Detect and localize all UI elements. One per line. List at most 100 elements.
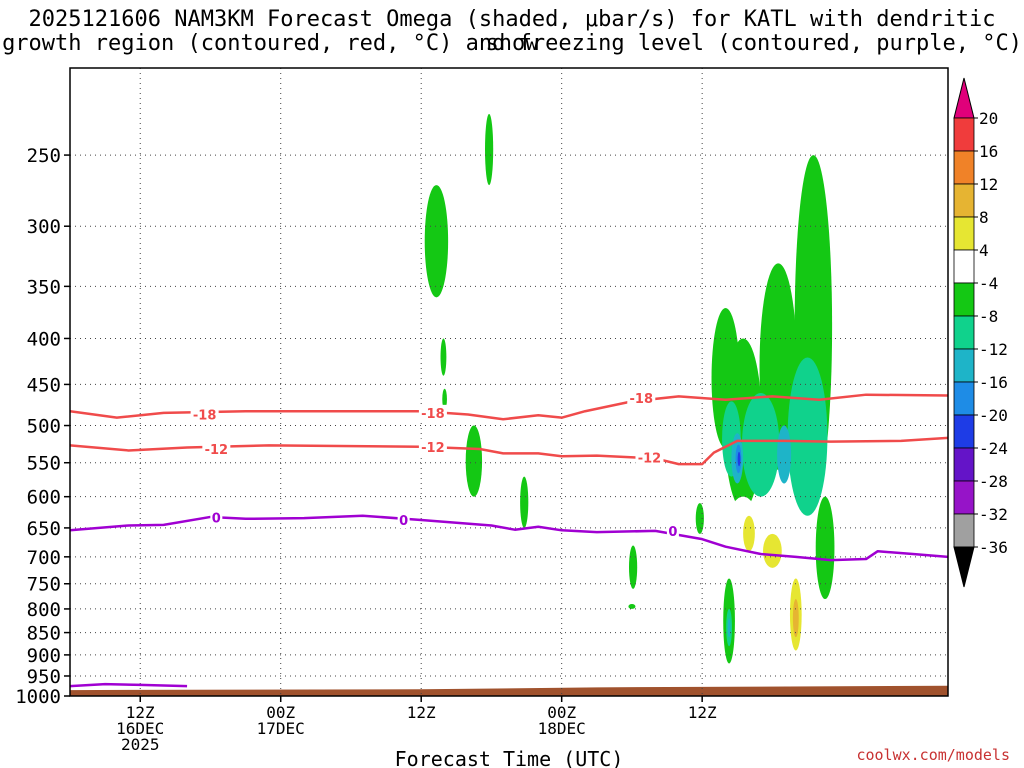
colorbar-segment-0 <box>953 117 975 152</box>
omega-region-21 <box>815 496 835 600</box>
contour-label-bg-4 <box>418 438 447 455</box>
chart-title-line1: 2025121606 NAM3KM Forecast Omega (shaded… <box>28 7 996 56</box>
contour-line-3 <box>70 682 188 688</box>
ytick-label-900: 900 <box>27 645 61 667</box>
colorbar-label-0: 20 <box>979 109 998 128</box>
omega-region-15 <box>741 392 780 497</box>
colorbar-segment-8 <box>953 381 975 416</box>
xtick-label-6-0: 12Z <box>126 703 155 722</box>
omega-region-33 <box>712 648 716 653</box>
contour-label-1: -18 <box>421 407 445 422</box>
omega-region-8 <box>478 599 486 647</box>
contour-label-8: 0 <box>668 525 677 540</box>
colorbar: 20 16 12 8 4 -4 -8 -12 -16 -20 -24 -28 -32 -36 <box>953 77 1008 588</box>
colorbar-segment-10 <box>953 447 975 482</box>
omega-region-28 <box>796 608 830 681</box>
omega-region-5 <box>520 476 529 528</box>
colorbar-segment-9 <box>953 414 975 449</box>
omega-region-18 <box>777 425 792 484</box>
plot-frame <box>69 67 949 697</box>
contour-label-bg-2 <box>627 390 656 407</box>
omega-region-1 <box>440 338 447 376</box>
colorbar-segment-5 <box>953 282 975 317</box>
ytick-label-700: 700 <box>27 547 61 569</box>
ytick-label-450: 450 <box>27 374 61 396</box>
colorbar-label-11: -28 <box>979 472 1008 491</box>
ytick-label-300: 300 <box>27 216 61 238</box>
ytick-label-550: 550 <box>27 453 61 475</box>
colorbar-segment-4 <box>953 249 975 284</box>
colorbar-label-7: -12 <box>979 340 1008 359</box>
contour-line-1 <box>70 436 948 466</box>
contour-label-bg-1 <box>418 404 447 421</box>
colorbar-segment-7 <box>953 348 975 383</box>
contour-label-7: 0 <box>399 514 408 529</box>
ytick-label-650: 650 <box>27 518 61 540</box>
terrain-fill <box>70 685 948 696</box>
xtick-label-54-0: 12Z <box>688 703 717 722</box>
ytick-label-800: 800 <box>27 599 61 621</box>
omega-region-32 <box>792 599 799 638</box>
contour-label-bg-3 <box>202 441 231 458</box>
ytick-label-250: 250 <box>27 145 61 167</box>
credit-text: coolwx.com/models <box>856 746 1010 764</box>
colorbar-segment-1 <box>953 150 975 185</box>
omega-region-30 <box>763 533 782 568</box>
omega-region-9 <box>695 503 704 534</box>
contour-label-bg-6 <box>210 509 223 526</box>
ytick-label-1000: 1000 <box>15 686 61 708</box>
colorbar-segment-6 <box>953 315 975 350</box>
colorbar-segment-3 <box>953 216 975 251</box>
colorbar-top-arrow <box>953 77 975 119</box>
omega-region-7 <box>628 604 636 609</box>
colorbar-label-9: -20 <box>979 406 1008 425</box>
omega-region-6 <box>628 545 638 589</box>
colorbar-segment-2 <box>953 183 975 218</box>
contour-label-5: -12 <box>638 452 662 467</box>
colorbar-label-10: -24 <box>979 439 1008 458</box>
colorbar-label-3: 8 <box>979 208 989 227</box>
xtick-label-42-1: 18DEC <box>538 719 586 738</box>
omega-region-0 <box>424 185 449 298</box>
ytick-label-750: 750 <box>27 574 61 596</box>
contour-label-bg-0 <box>190 406 219 423</box>
contour-label-3: -12 <box>205 443 229 458</box>
colorbar-label-5: -4 <box>979 274 998 293</box>
ytick-label-400: 400 <box>27 328 61 350</box>
xtick-label-6-2: 2025 <box>121 735 160 754</box>
contour-label-bg-7 <box>397 512 410 529</box>
x-axis-title: Forecast Time (UTC) <box>395 747 624 768</box>
omega-region-2 <box>442 388 447 410</box>
xtick-label-18-0: 00Z <box>266 703 295 722</box>
ytick-label-600: 600 <box>27 487 61 509</box>
colorbar-label-6: -8 <box>979 307 998 326</box>
xtick-label-42-0: 00Z <box>547 703 576 722</box>
contour-label-6: 0 <box>212 512 221 527</box>
colorbar-label-13: -36 <box>979 538 1008 557</box>
xtick-label-30-0: 12Z <box>407 703 436 722</box>
ytick-label-350: 350 <box>27 276 61 298</box>
xtick-label-18-1: 17DEC <box>257 719 305 738</box>
colorbar-label-12: -32 <box>979 505 1008 524</box>
colorbar-label-4: 4 <box>979 241 989 260</box>
xtick-label-6-1: 16DEC <box>116 719 164 738</box>
ytick-label-500: 500 <box>27 416 61 438</box>
contour-labels: -18 -18 -18 -12 -12 -12 0 0 0 <box>190 390 679 540</box>
contour-label-bg-5 <box>635 449 664 466</box>
contour-label-4: -12 <box>421 441 445 456</box>
omega-region-20 <box>737 451 741 467</box>
colorbar-bottom-arrow <box>953 546 975 588</box>
y-axis: 250 300 350 400 450 500 550 600 650 700 750 8008509… <box>15 145 70 708</box>
omega-region-3 <box>485 113 494 186</box>
colorbar-label-2: 12 <box>979 175 998 194</box>
omega-region-29 <box>743 515 755 552</box>
omega-region-4 <box>465 425 483 497</box>
ytick-label-850: 850 <box>27 623 61 645</box>
colorbar-segment-11 <box>953 480 975 515</box>
contour-label-2: -18 <box>630 392 654 407</box>
contour-label-0: -18 <box>193 408 217 423</box>
chart-title-line2: growth region (contoured, red, °C) and f… <box>2 31 1022 56</box>
colorbar-segment-12 <box>953 513 975 548</box>
colorbar-label-1: 16 <box>979 142 998 161</box>
